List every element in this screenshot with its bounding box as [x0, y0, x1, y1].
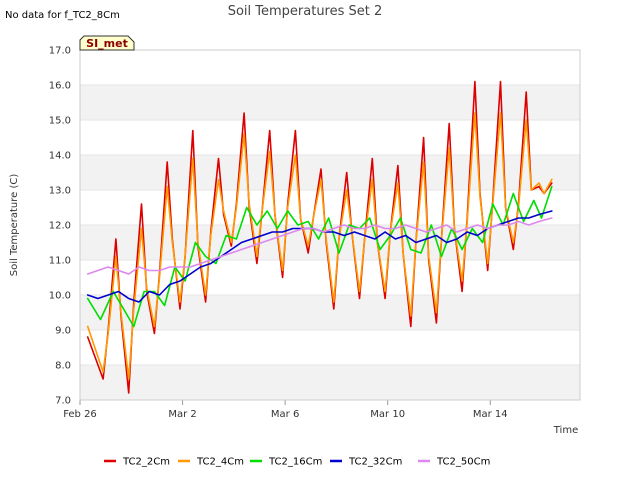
axes: 7.0 8.0 9.0 10.0 11.0 12.0 13.0 14.0 15.0 16.0 17.… [49, 46, 581, 420]
y-tick-label: 11.0 [49, 256, 71, 267]
legend: TC2_2Cm TC2_4Cm TC2_16Cm TC2_32Cm TC2_50Cm [104, 457, 490, 468]
grid [80, 49, 580, 401]
legend-item-tc2-16cm: TC2_16Cm [250, 457, 322, 468]
y-tick-label: 10.0 [49, 291, 71, 302]
no-data-note: No data for f_TC2_8Cm [5, 10, 120, 21]
x-tick-label: Mar 10 [370, 409, 405, 420]
y-tick-label: 12.0 [49, 221, 71, 232]
y-tick-label: 14.0 [49, 151, 71, 162]
series-layer [86, 80, 553, 394]
x-tick-label: Feb 26 [63, 409, 97, 420]
y-tick-label: 16.0 [49, 81, 71, 92]
y-tick-label: 8.0 [55, 361, 71, 372]
y-tick-label: 13.0 [49, 186, 71, 197]
grid-band [80, 295, 580, 330]
series-line-tc2-50cm [86, 217, 553, 275]
x-tick-label: Mar 2 [168, 409, 196, 420]
x-tick-label: Mar 6 [271, 409, 299, 420]
y-tick-label: 7.0 [55, 396, 71, 407]
grid-band [80, 365, 580, 400]
grid-band [80, 85, 580, 120]
chart-title: Soil Temperatures Set 2 [228, 4, 383, 19]
legend-label: TC2_16Cm [268, 457, 322, 468]
x-axis-label: Time [553, 425, 578, 436]
y-axis-label: Soil Temperature (C) [9, 174, 20, 277]
site-badge: SI_met [79, 35, 135, 51]
legend-item-tc2-32cm: TC2_32Cm [330, 457, 402, 468]
y-tick-label: 17.0 [49, 46, 71, 57]
y-tick-label: 9.0 [55, 326, 71, 337]
series-line-tc2-4cm [86, 112, 553, 380]
badge-shape [79, 35, 135, 51]
badge-label: SI_met [86, 37, 128, 50]
legend-item-tc2-50cm: TC2_50Cm [418, 457, 490, 468]
legend-label: TC2_50Cm [436, 457, 490, 468]
legend-label: TC2_2Cm [122, 457, 170, 468]
plot-border [79, 49, 581, 401]
legend-label: TC2_4Cm [196, 457, 244, 468]
legend-label: TC2_32Cm [348, 457, 402, 468]
x-tick-label: Mar 14 [473, 409, 508, 420]
y-tick-label: 15.0 [49, 116, 71, 127]
legend-item-tc2-2cm: TC2_2Cm [104, 457, 170, 468]
legend-item-tc2-4cm: TC2_4Cm [178, 457, 244, 468]
